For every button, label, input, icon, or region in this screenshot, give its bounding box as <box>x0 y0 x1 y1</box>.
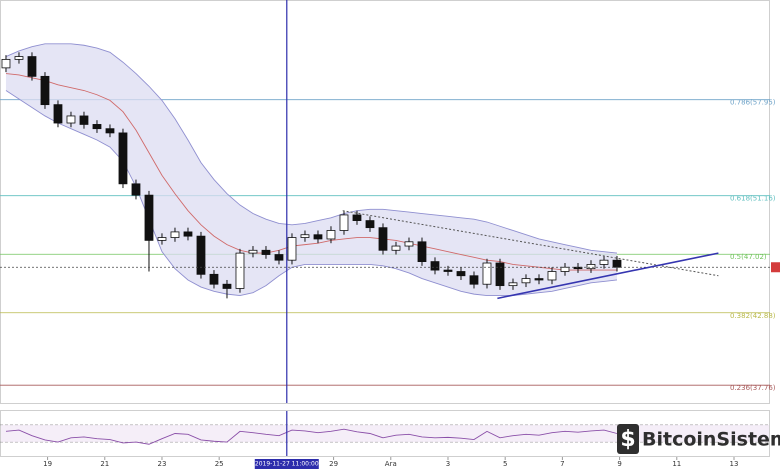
candle-body <box>521 278 531 284</box>
candle-body <box>209 273 219 285</box>
crosshair-label: 2019-11-27 11:00:00 <box>255 461 319 468</box>
candle-body <box>612 259 622 268</box>
candle-body <box>534 278 544 281</box>
candle-body <box>287 237 297 261</box>
candle-body <box>599 259 609 265</box>
trendline <box>497 252 719 300</box>
candle-body <box>417 241 427 262</box>
candle-body <box>235 252 245 289</box>
candle-body <box>508 282 518 287</box>
candle-body <box>365 220 375 229</box>
candle-body <box>14 56 24 60</box>
candle-body <box>40 75 50 106</box>
x-tick-label: 29 <box>329 460 338 468</box>
watermark-icon: $ <box>617 424 639 454</box>
x-tick-label: 7 <box>560 460 564 468</box>
candle-body <box>66 115 76 124</box>
candle-body <box>53 104 63 124</box>
rsi-line <box>5 428 618 445</box>
watermark: BitcoinSistemi <box>642 429 780 451</box>
candle-body <box>586 264 596 270</box>
band-middle <box>5 73 617 271</box>
band-area <box>5 43 617 296</box>
candles-layer <box>1 52 622 299</box>
candle-body <box>248 249 258 254</box>
fib-label: 0.786(57.95) <box>730 99 776 107</box>
fib-label: 0.618(51.16) <box>730 195 776 203</box>
candle-body <box>378 227 388 251</box>
x-tick-label: 3 <box>446 460 450 468</box>
candle-body <box>92 124 102 130</box>
last-price-tag <box>771 262 780 273</box>
candle-body <box>495 262 505 287</box>
candle-body <box>326 230 336 240</box>
trendline <box>342 210 719 277</box>
x-tick-label: Ara <box>385 460 397 468</box>
x-tick-label: 11 <box>672 460 681 468</box>
x-tick-label: 13 <box>730 460 739 468</box>
candle-body <box>443 269 453 272</box>
main-panel <box>0 0 770 404</box>
candle-body <box>261 249 271 255</box>
crosshair-label-bg <box>254 459 319 469</box>
candle-body <box>300 234 310 238</box>
x-tick-label: 23 <box>158 460 167 468</box>
fib-label: 0.5(47.02) <box>730 253 767 261</box>
candle-body <box>352 214 362 221</box>
candle-body <box>456 271 466 277</box>
rsi-zone <box>1 424 769 443</box>
candle-body <box>547 271 557 281</box>
candle-body <box>131 183 141 196</box>
rsi-panel <box>0 410 770 457</box>
candle-body <box>274 254 284 261</box>
svg-text:$: $ <box>620 427 635 452</box>
candle-body <box>482 262 492 285</box>
candle-body <box>430 261 440 271</box>
candle-body <box>79 115 89 125</box>
bands-layer <box>5 43 618 296</box>
candle-body <box>404 241 414 247</box>
candle-body <box>170 231 180 238</box>
candle-body <box>391 245 401 251</box>
band-upper <box>5 43 618 254</box>
x-tick-label: 9 <box>617 460 621 468</box>
candle-body <box>183 231 193 237</box>
candle-body <box>560 266 570 272</box>
candle-body <box>27 56 37 77</box>
candle-body <box>339 214 349 231</box>
x-tick-label: 19 <box>43 460 52 468</box>
candle-body <box>469 275 479 285</box>
fib-label: 0.236(37.76) <box>730 384 776 392</box>
x-tick-label: 25 <box>215 460 224 468</box>
candle-body <box>222 283 232 289</box>
candle-body <box>313 234 323 240</box>
fib-label: 0.382(42.88) <box>730 312 776 320</box>
candle-body <box>118 132 128 185</box>
candle-body <box>144 194 154 241</box>
x-tick-label: 5 <box>503 460 507 468</box>
candle-body <box>105 128 115 134</box>
x-tick-label: 21 <box>100 460 109 468</box>
candle-body <box>1 58 11 69</box>
candle-body <box>157 237 167 241</box>
candle-body <box>196 235 206 275</box>
